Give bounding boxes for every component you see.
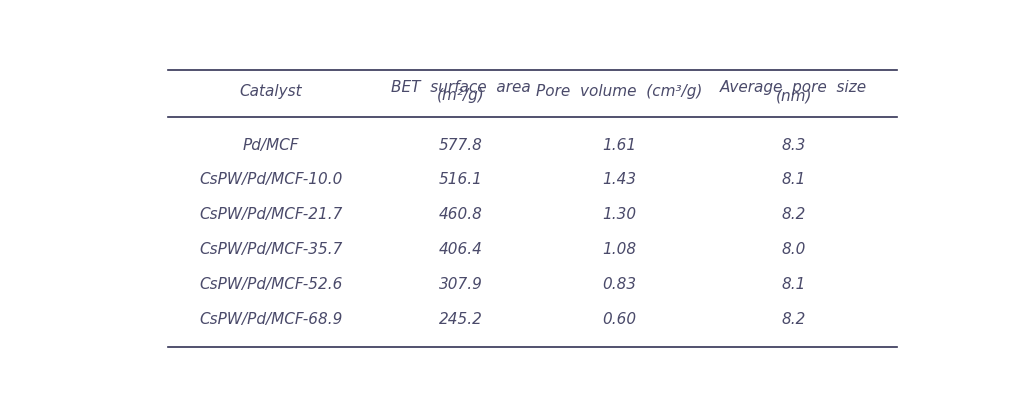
Text: 307.9: 307.9	[439, 277, 483, 292]
Text: (nm): (nm)	[775, 88, 812, 104]
Text: 8.0: 8.0	[782, 242, 806, 257]
Text: 460.8: 460.8	[439, 207, 483, 222]
Text: (m²/g): (m²/g)	[437, 88, 485, 104]
Text: BET  surface  area: BET surface area	[391, 80, 531, 95]
Text: Pore  volume  (cm³/g): Pore volume (cm³/g)	[536, 84, 703, 99]
Text: 8.1: 8.1	[782, 172, 806, 187]
Text: 0.83: 0.83	[603, 277, 636, 292]
Text: 406.4: 406.4	[439, 242, 483, 257]
Text: 516.1: 516.1	[439, 172, 483, 187]
Text: CsPW/Pd/MCF-52.6: CsPW/Pd/MCF-52.6	[198, 277, 343, 292]
Text: 8.2: 8.2	[782, 207, 806, 222]
Text: 1.08: 1.08	[603, 242, 636, 257]
Text: Average  pore  size: Average pore size	[720, 80, 868, 95]
Text: 245.2: 245.2	[439, 312, 483, 326]
Text: 0.60: 0.60	[603, 312, 636, 326]
Text: 8.2: 8.2	[782, 312, 806, 326]
Text: 577.8: 577.8	[439, 138, 483, 152]
Text: 1.61: 1.61	[603, 138, 636, 152]
Text: CsPW/Pd/MCF-35.7: CsPW/Pd/MCF-35.7	[198, 242, 343, 257]
Text: CsPW/Pd/MCF-68.9: CsPW/Pd/MCF-68.9	[198, 312, 343, 326]
Text: 1.30: 1.30	[603, 207, 636, 222]
Text: Pd/MCF: Pd/MCF	[242, 138, 299, 152]
Text: Catalyst: Catalyst	[239, 84, 302, 99]
Text: CsPW/Pd/MCF-10.0: CsPW/Pd/MCF-10.0	[198, 172, 343, 187]
Text: 1.43: 1.43	[603, 172, 636, 187]
Text: 8.1: 8.1	[782, 277, 806, 292]
Text: CsPW/Pd/MCF-21.7: CsPW/Pd/MCF-21.7	[198, 207, 343, 222]
Text: 8.3: 8.3	[782, 138, 806, 152]
